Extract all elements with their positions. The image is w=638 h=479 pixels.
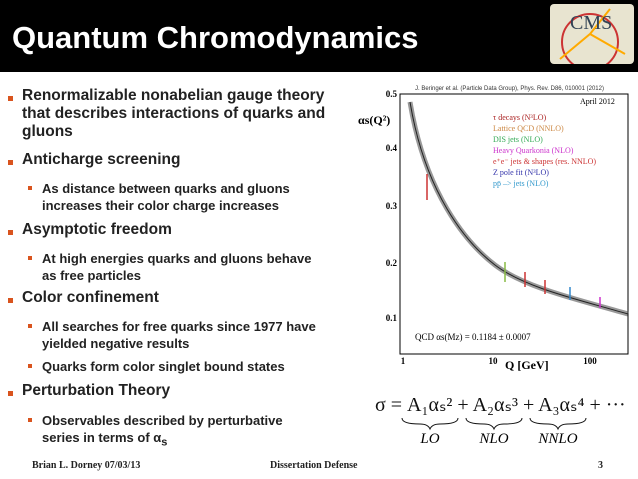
sub-bullet [28,256,32,260]
x-tick-label: 1 [401,356,406,366]
formula: σ = A₁αₛ² + A₂αₛ³ + A₃αₛ⁴ + ··· [375,394,626,416]
subscript: s [161,436,168,449]
legend-entry: e⁺e⁻ jets & shapes (res. NNLO) [493,157,596,166]
data-points [426,174,601,308]
citation: J. Beringer et al. (Particle Data Group)… [415,86,604,92]
sub-bullet-text: At high energies quarks and gluons behav… [42,251,312,283]
sub-bullet-text-main: Observables described by perturbative se… [42,413,283,445]
logo-art [559,8,626,64]
bullet-text: Renormalizable nonabelian gauge theory t… [22,87,326,140]
sub-bullet-text: As distance between quarks and gluons in… [42,181,290,213]
legend-entry: Z pole fit (N³LO) [493,168,549,177]
bullet [8,230,13,235]
legend-entry: Heavy Quarkonia (NLO) [493,146,574,155]
qcd-curve [409,101,629,315]
logo-text: CMS [570,12,613,34]
legend-entry: pp̄ –> jets (NLO) [493,179,549,188]
bullet-text: Anticharge screening [22,151,181,168]
date: April 2012 [580,97,615,106]
sub-bullet [28,186,32,190]
alpha-s-figure: J. Beringer et al. (Particle Data Group)… [358,86,629,372]
bullet-text: Color confinement [22,289,159,306]
sub-bullet-text: Quarks form color singlet bound states [42,359,285,374]
x-tick-label: 100 [583,356,597,366]
y-tick-label: 0.1 [386,313,398,323]
sub-bullet-text: All searches for free quarks since 1977 … [42,319,316,351]
y-tick-label: 0.5 [386,89,398,99]
sub-bullet [28,364,32,368]
bullet-text: Asymptotic freedom [22,221,172,238]
x-tick-label: 10 [489,356,499,366]
sub-bullet [28,418,32,422]
legend-entry: Lattice QCD (NNLO) [493,124,564,133]
sub-bullet-text: Observables described by perturbative se… [42,412,312,452]
header-bar: Quantum Chromodynamics CMS [0,0,638,72]
brace-label: LO [419,431,439,446]
bullet [8,96,13,101]
brace-label: NNLO [537,431,577,446]
y-label: αs(Q²) [358,113,390,127]
brace-label: NLO [478,431,508,446]
formula-braces: LO NLO NNLO [401,417,587,446]
bullet [8,160,13,165]
fit-result: QCD αs(Mz) = 0.1184 ± 0.0007 [415,332,531,342]
page-number: 3 [598,460,603,471]
bullet [8,298,13,303]
sub-bullet [28,324,32,328]
legend: τ decays (N³LO) Lattice QCD (NNLO) DIS j… [493,113,596,188]
bullet [8,391,13,396]
x-label: Q [GeV] [505,358,549,372]
footer-author: Brian L. Dorney 07/03/13 [32,460,141,471]
footer-event: Dissertation Defense [270,460,358,471]
y-tick-label: 0.2 [386,258,398,268]
y-tick-label: 0.3 [386,201,398,211]
logo: CMS [550,4,634,64]
plot-frame [399,93,629,355]
bullet-text: Perturbation Theory [22,382,171,399]
legend-entry: τ decays (N³LO) [493,113,546,122]
y-tick-label: 0.4 [386,143,398,153]
slide-title: Quantum Chromodynamics [12,20,419,55]
legend-entry: DIS jets (NLO) [493,135,543,144]
